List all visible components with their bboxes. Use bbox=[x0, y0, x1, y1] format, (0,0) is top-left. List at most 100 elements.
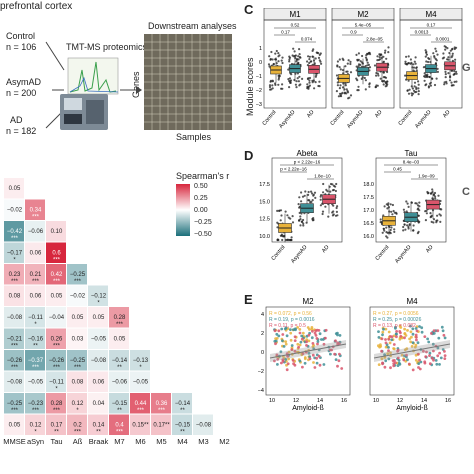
data-point bbox=[365, 58, 368, 61]
scatter-point bbox=[384, 338, 387, 341]
x-tick-label: AD bbox=[425, 244, 435, 254]
data-point bbox=[315, 74, 318, 77]
data-point bbox=[391, 213, 394, 216]
scatter-point bbox=[384, 327, 388, 331]
data-point bbox=[406, 202, 409, 205]
data-point bbox=[429, 212, 432, 215]
data-point bbox=[426, 192, 429, 195]
data-point bbox=[299, 215, 302, 218]
data-point bbox=[314, 81, 317, 84]
scatter-point bbox=[340, 367, 344, 370]
data-point bbox=[287, 216, 290, 219]
data-point bbox=[329, 190, 332, 193]
data-point bbox=[410, 201, 413, 204]
scatter-point bbox=[430, 356, 434, 360]
corr-signif: *** bbox=[11, 408, 19, 414]
data-point bbox=[424, 49, 427, 52]
data-point bbox=[447, 58, 450, 61]
scatter-point bbox=[387, 337, 391, 341]
scatter-point bbox=[275, 353, 279, 357]
corr-signif: ** bbox=[96, 429, 101, 435]
scatter-point bbox=[273, 359, 276, 363]
data-point bbox=[324, 205, 327, 208]
y-tick-label: 17.0 bbox=[363, 208, 374, 214]
data-point bbox=[382, 83, 385, 86]
scatter-point bbox=[399, 334, 403, 338]
scatter-point bbox=[416, 341, 420, 345]
corr-x-label: M7 bbox=[114, 437, 124, 446]
scatter-point bbox=[290, 344, 294, 347]
data-point bbox=[390, 226, 393, 229]
data-point bbox=[339, 68, 342, 71]
data-point bbox=[287, 68, 290, 71]
data-point bbox=[301, 77, 304, 80]
scatter-point bbox=[285, 368, 289, 372]
scatter-point bbox=[298, 331, 302, 335]
scatter-point bbox=[336, 333, 339, 337]
data-point bbox=[417, 83, 420, 86]
data-point bbox=[356, 89, 359, 92]
data-point bbox=[292, 55, 295, 58]
corr-value: 0.08 bbox=[9, 293, 21, 299]
scatter-point bbox=[334, 358, 338, 361]
data-point bbox=[341, 69, 345, 72]
data-point bbox=[331, 189, 334, 192]
data-point bbox=[387, 202, 390, 205]
y-tick-label: 4 bbox=[261, 312, 264, 318]
subplot-title: Abeta bbox=[297, 149, 318, 158]
data-point bbox=[379, 221, 382, 224]
corr-cell bbox=[109, 414, 129, 435]
scatter-point bbox=[440, 325, 444, 329]
scatter-point bbox=[418, 367, 422, 371]
corr-value: 0.05 bbox=[72, 315, 84, 321]
corr-cell bbox=[67, 264, 87, 285]
data-point bbox=[425, 209, 428, 212]
scatter-point bbox=[311, 342, 315, 345]
y-tick-label: −2 bbox=[258, 369, 264, 375]
corr-cell bbox=[46, 371, 66, 392]
data-point bbox=[406, 89, 409, 92]
y-tick-label: −1 bbox=[256, 74, 262, 80]
data-point bbox=[431, 188, 434, 191]
corr-signif: ** bbox=[54, 429, 59, 435]
data-point bbox=[277, 83, 280, 86]
data-point bbox=[433, 191, 437, 195]
corr-signif: *** bbox=[53, 343, 61, 349]
scatter-point bbox=[316, 342, 319, 346]
scatter-point bbox=[411, 332, 415, 336]
data-point bbox=[272, 63, 275, 66]
scatter-point bbox=[443, 350, 446, 353]
scatter-point bbox=[274, 342, 277, 346]
data-point bbox=[424, 75, 427, 79]
data-point bbox=[384, 76, 388, 79]
scatter-point bbox=[301, 331, 305, 335]
data-point bbox=[451, 54, 454, 57]
corr-cell bbox=[109, 350, 129, 371]
corr-value: −0.08 bbox=[7, 379, 23, 385]
data-point bbox=[412, 92, 415, 95]
scatter-point bbox=[318, 332, 322, 336]
data-point bbox=[442, 56, 446, 59]
corr-signif: * bbox=[34, 322, 37, 328]
data-point bbox=[412, 224, 415, 227]
data-point bbox=[281, 56, 284, 59]
data-point bbox=[455, 70, 458, 73]
data-point bbox=[292, 47, 295, 50]
scatter-point bbox=[418, 325, 421, 328]
corr-x-label: Tau bbox=[50, 437, 62, 446]
scatter-point bbox=[417, 362, 421, 365]
data-point bbox=[409, 58, 412, 61]
corr-cell bbox=[67, 285, 87, 306]
data-point bbox=[435, 50, 438, 53]
corr-value: −0.16 bbox=[28, 336, 44, 342]
corr-value: 0.05 bbox=[93, 315, 105, 321]
p-value: 0.17 bbox=[427, 23, 436, 28]
corr-cell bbox=[67, 371, 87, 392]
x-tick-label: 14 bbox=[421, 398, 427, 404]
scatter-point bbox=[381, 362, 384, 366]
scatter-point bbox=[305, 340, 308, 344]
data-point bbox=[384, 49, 387, 52]
scatter-point bbox=[420, 326, 424, 330]
scatter-point bbox=[394, 326, 397, 330]
corr-value: 0.26 bbox=[51, 336, 63, 342]
